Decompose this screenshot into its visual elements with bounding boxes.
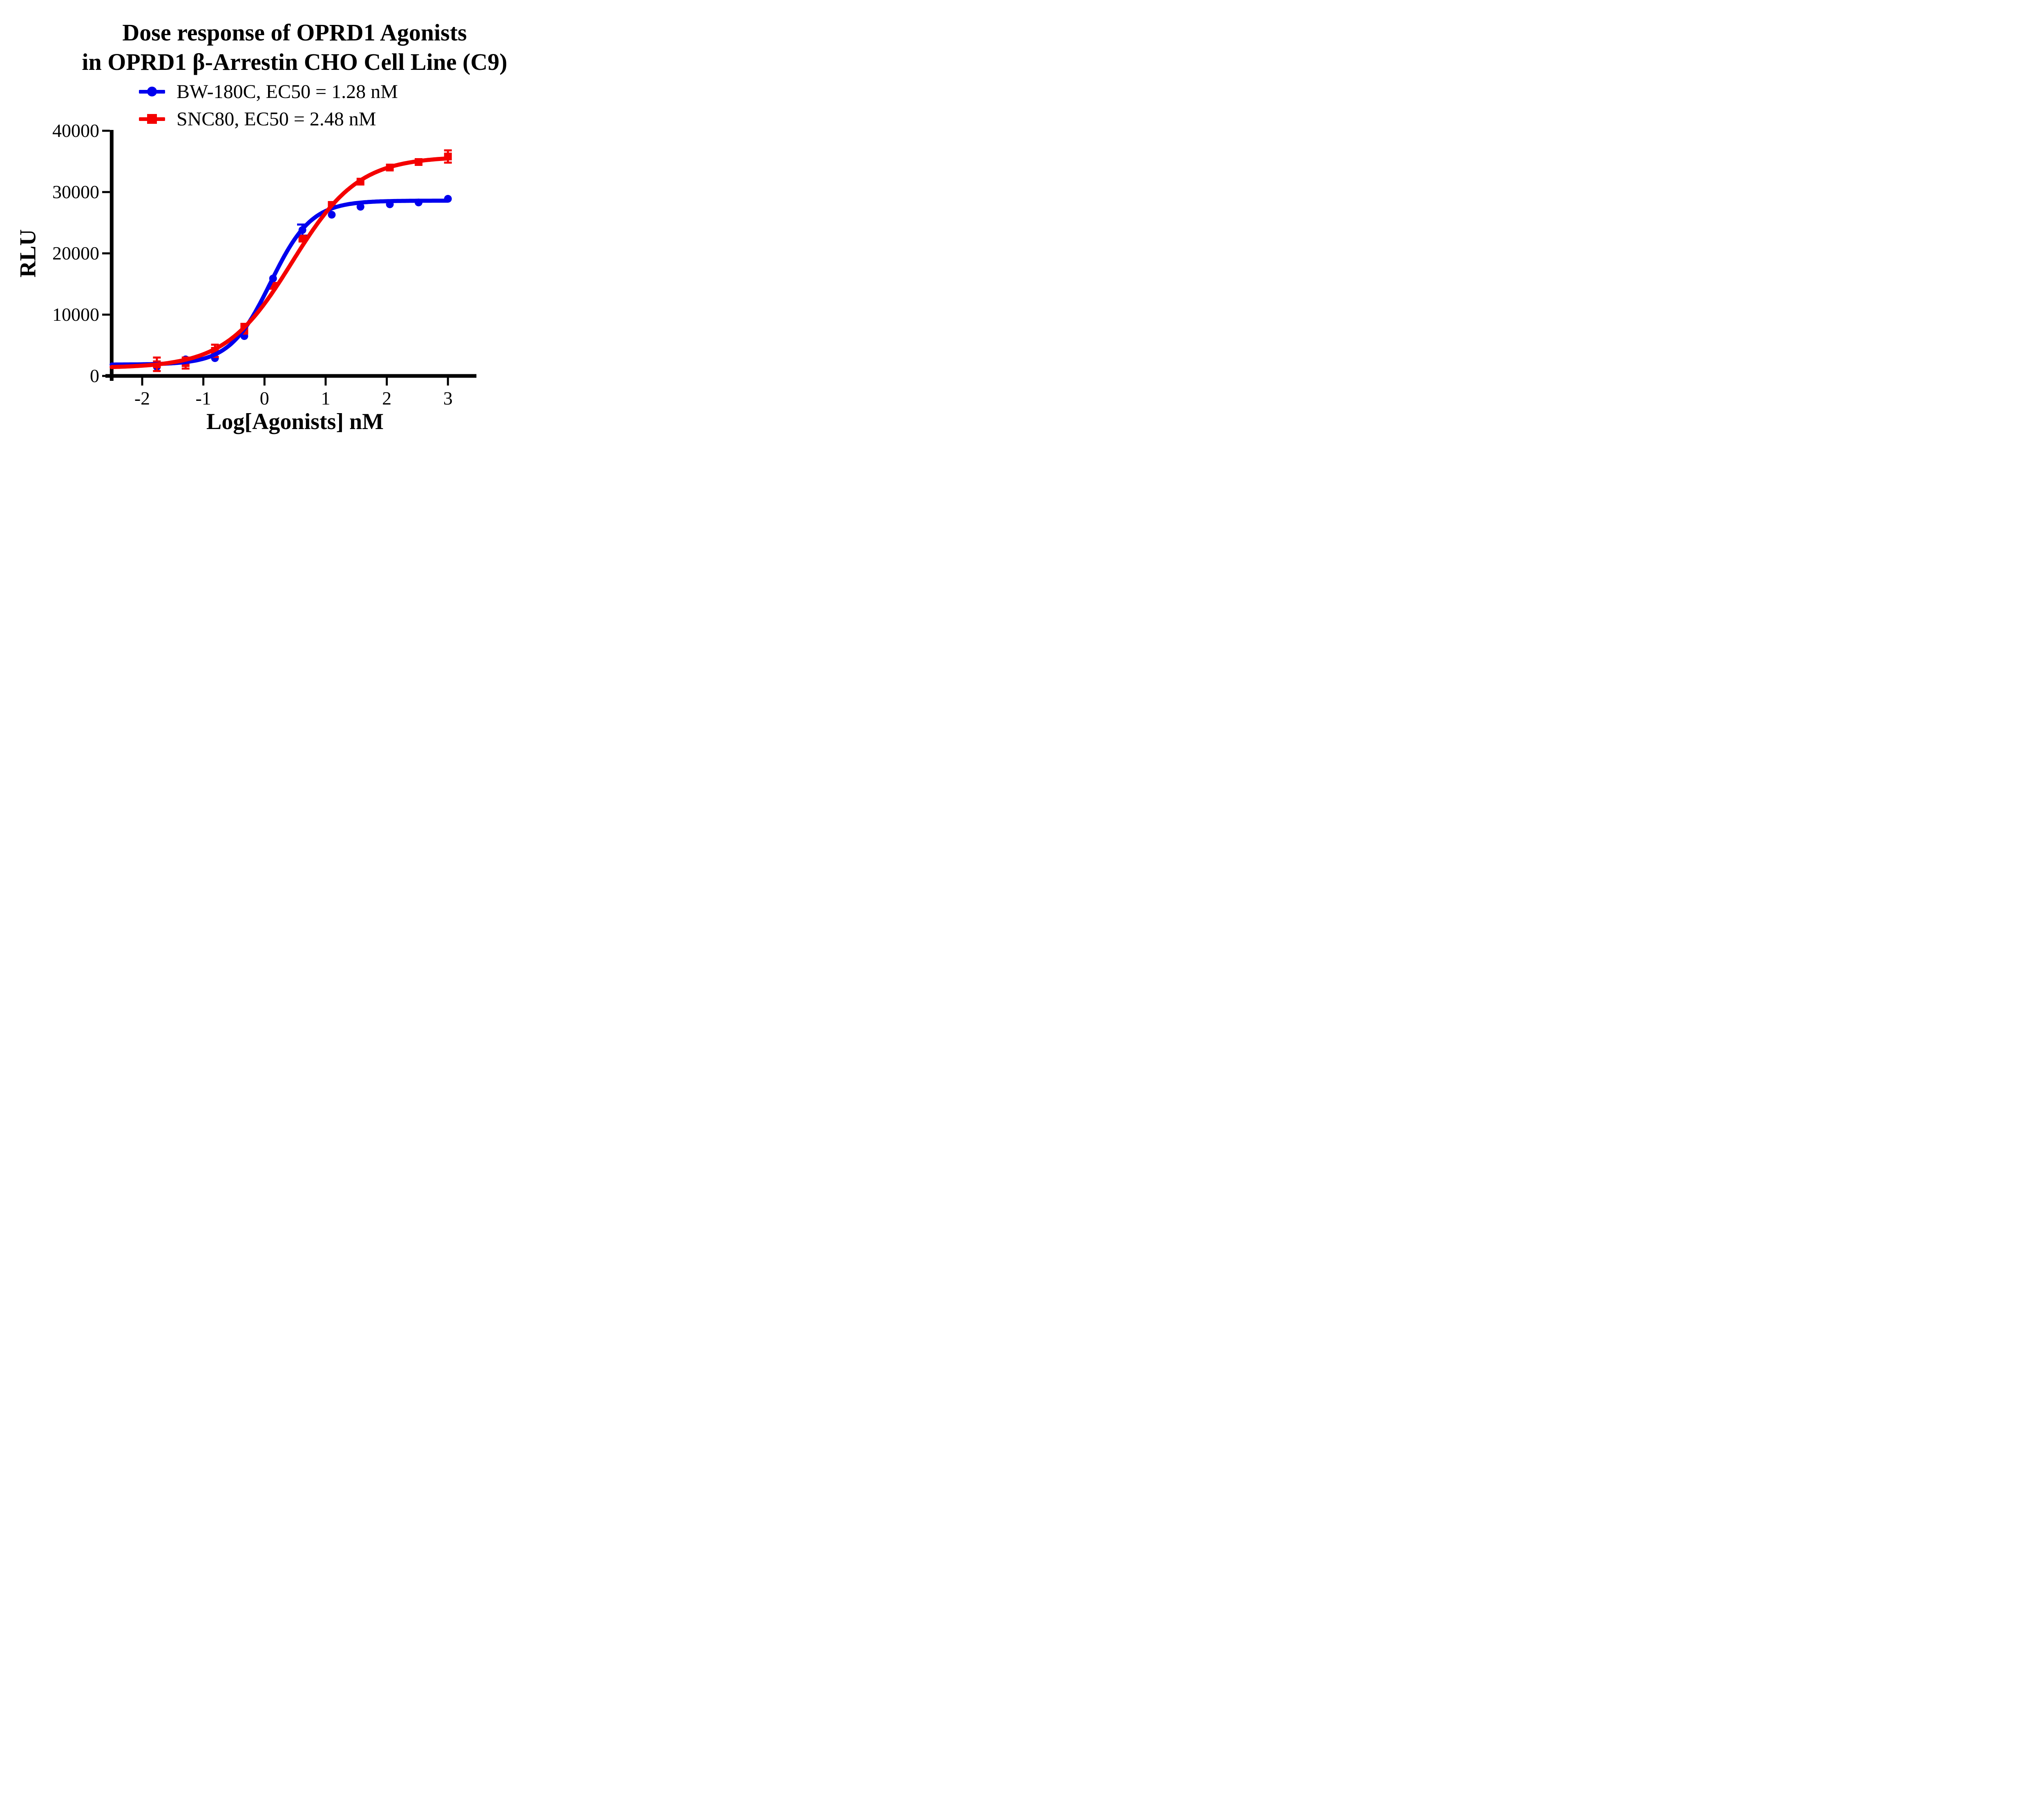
y-tick <box>102 130 110 132</box>
x-tick-label: -2 <box>134 388 150 409</box>
x-axis-line <box>105 374 476 378</box>
x-tick <box>447 378 449 386</box>
x-tick-label: 2 <box>382 388 391 409</box>
y-tick-label: 10000 <box>52 304 99 325</box>
chart-title-line2: in OPRD1 β-Arrestin CHO Cell Line (C9) <box>82 49 507 75</box>
legend-label-snc80: SNC80, EC50 = 2.48 nM <box>177 108 376 130</box>
y-tick <box>102 252 110 255</box>
y-tick-label: 30000 <box>52 181 99 202</box>
y-axis-line <box>110 130 114 381</box>
error-bar-cap-bw-180c <box>297 224 308 226</box>
x-tick <box>202 378 205 386</box>
x-tick <box>386 378 388 386</box>
error-bar-cap-snc80 <box>211 356 219 358</box>
error-bar-cap-snc80 <box>181 356 190 359</box>
y-tick <box>102 313 110 316</box>
error-bar-cap-snc80 <box>153 370 161 372</box>
dose-response-chart: Dose response of OPRD1 Agonists in OPRD1… <box>0 0 532 455</box>
error-bar-cap-snc80 <box>240 323 248 325</box>
x-tick-label: -1 <box>195 388 211 409</box>
y-tick-label: 0 <box>90 365 99 386</box>
error-bar-cap-snc80 <box>181 367 190 370</box>
y-tick <box>102 191 110 193</box>
x-tick <box>324 378 327 386</box>
error-bar-cap-snc80 <box>153 356 161 359</box>
error-bar-cap-snc80 <box>444 149 452 152</box>
y-tick-label: 40000 <box>52 120 99 141</box>
x-tick <box>263 378 266 386</box>
data-point-bw-180c <box>328 211 336 219</box>
legend-square-icon <box>147 114 157 124</box>
error-bar-cap-snc80 <box>211 344 219 346</box>
plot-area: -2 -1 0 1 2 3 0 10000 20000 30000 40000 <box>52 120 476 409</box>
x-tick <box>141 378 143 386</box>
x-axis-title: Log[Agonists] nM <box>206 409 384 434</box>
x-tick-label: 1 <box>321 388 330 409</box>
error-bar-cap-snc80 <box>444 161 452 164</box>
x-tick-label: 3 <box>443 388 453 409</box>
chart-title: Dose response of OPRD1 Agonists in OPRD1… <box>57 18 532 77</box>
y-tick-label: 20000 <box>52 243 99 264</box>
y-tick <box>102 375 110 377</box>
legend-label-bw180c: BW-180C, EC50 = 1.28 nM <box>177 81 398 103</box>
legend-circle-icon <box>147 87 157 96</box>
y-axis-title: RLU <box>15 229 41 278</box>
x-tick-label: 0 <box>260 388 269 409</box>
error-bar-cap-snc80 <box>240 333 248 335</box>
fit-curve-snc80 <box>110 156 450 369</box>
chart-title-line1: Dose response of OPRD1 Agonists <box>122 19 467 46</box>
